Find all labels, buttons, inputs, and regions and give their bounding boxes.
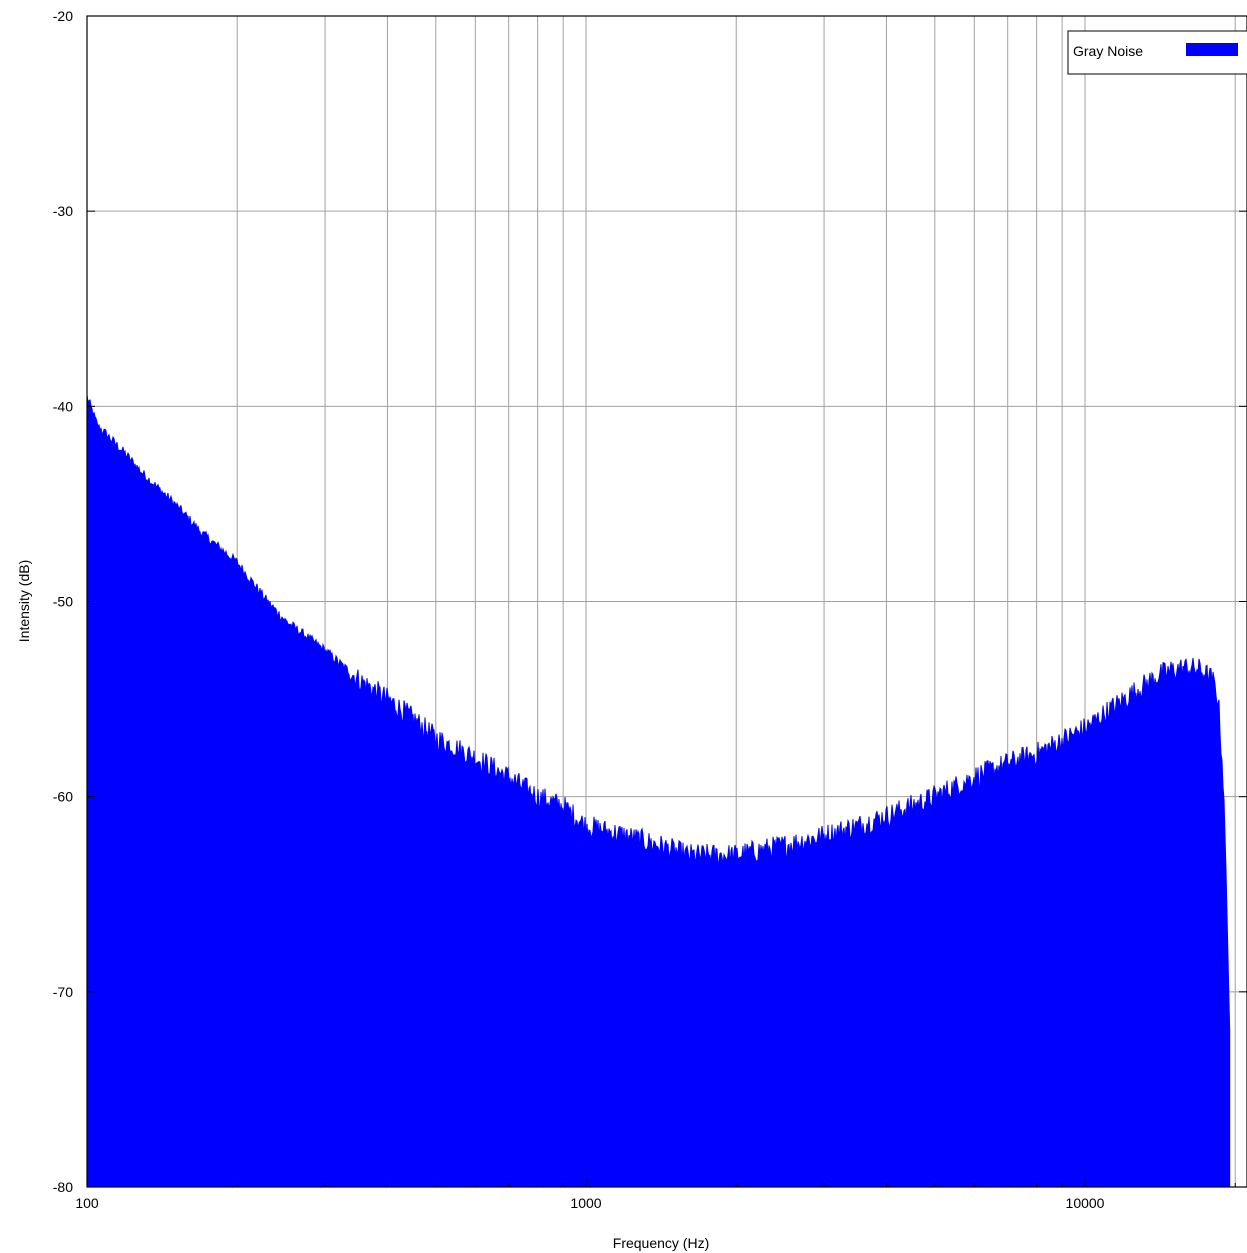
ticks-layer: -80 -70 -60 -50 -40 -30 -20 100 1000 10000	[53, 8, 1247, 1211]
y-tick-label: -20	[53, 8, 73, 24]
y-tick-label: -70	[53, 984, 73, 1000]
y-tick-label: -60	[53, 789, 73, 805]
legend: Gray Noise	[1067, 30, 1247, 75]
x-tick-label: 10000	[1066, 1195, 1105, 1211]
x-tick-label: 100	[75, 1195, 99, 1211]
y-tick-label: -50	[53, 594, 73, 610]
legend-swatch	[1186, 43, 1238, 56]
y-tick-label: -80	[53, 1179, 73, 1195]
series-area	[86, 395, 1231, 1188]
x-axis-label: Frequency (Hz)	[613, 1235, 709, 1251]
x-tick-label: 1000	[570, 1195, 601, 1211]
legend-label: Gray Noise	[1073, 43, 1143, 59]
series-area-layer	[86, 395, 1231, 1188]
y-axis-label: Intensity (dB)	[16, 560, 32, 642]
y-tick-label: -40	[53, 398, 73, 414]
y-tick-label: -30	[53, 203, 73, 219]
